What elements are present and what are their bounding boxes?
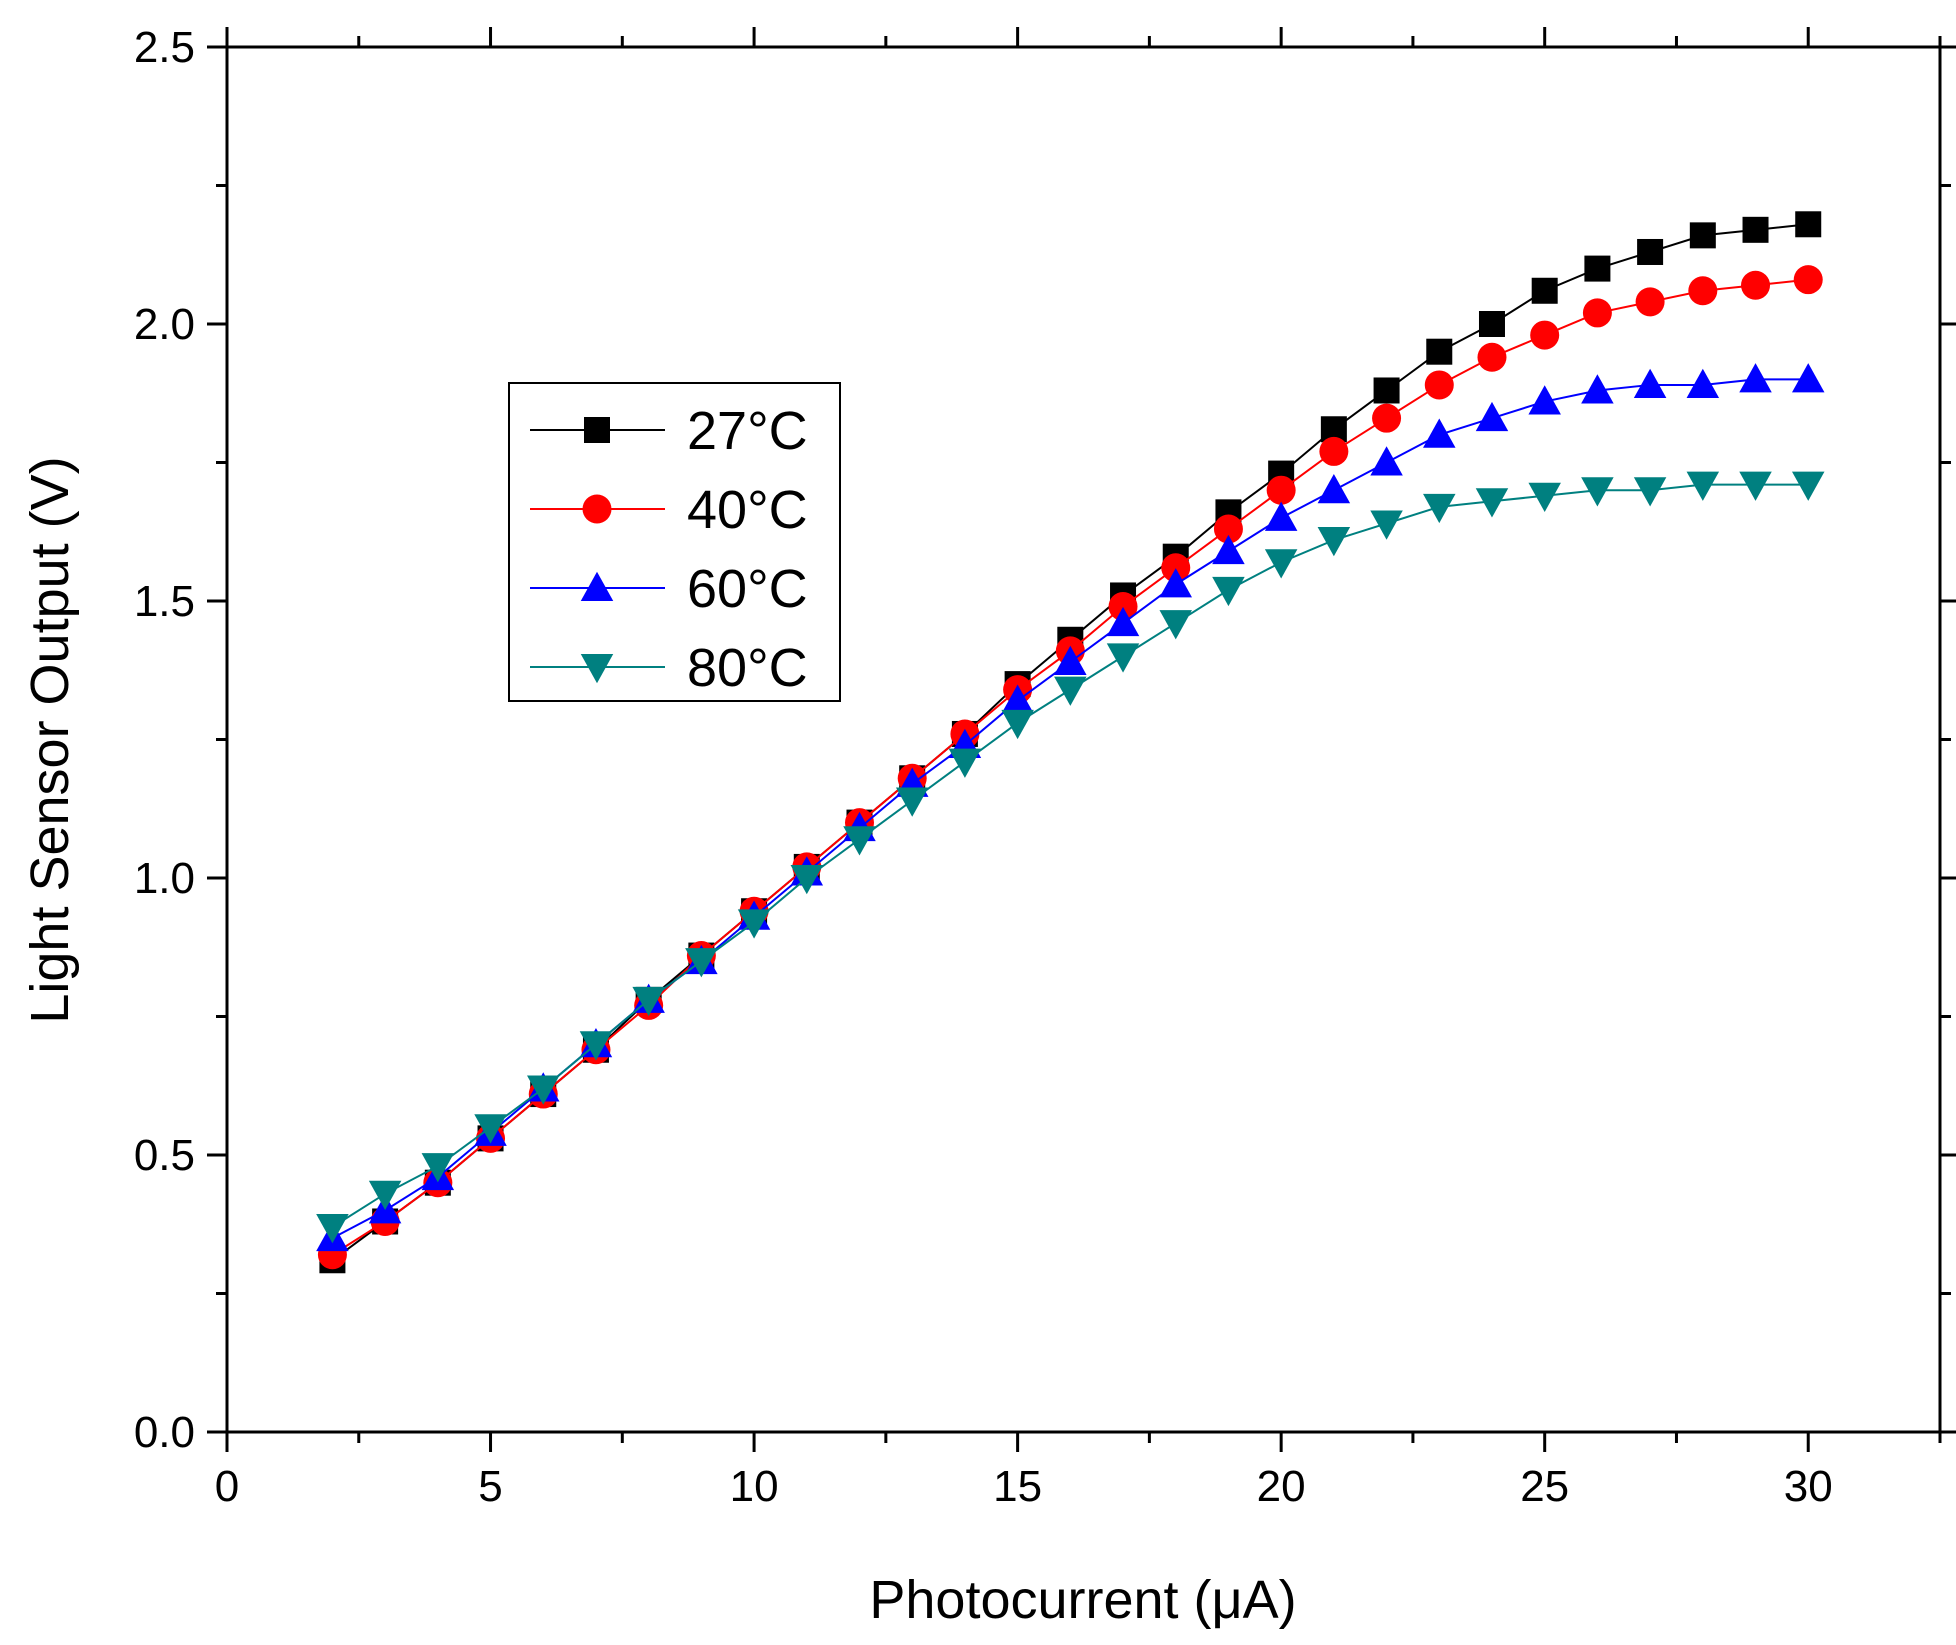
data-point: [1581, 477, 1614, 507]
data-point: [1633, 368, 1667, 398]
data-point: [737, 909, 771, 939]
x-tick-label: 0: [215, 1462, 239, 1511]
data-point: [1633, 477, 1667, 507]
data-point: [1054, 676, 1087, 706]
data-point: [1475, 401, 1509, 432]
data-point: [1739, 363, 1772, 393]
y-tick-label: 0.0: [134, 1408, 195, 1457]
data-point: [368, 1180, 402, 1211]
data-point: [1370, 510, 1403, 540]
data-point: [1635, 287, 1665, 317]
data-point: [1106, 606, 1140, 637]
data-point: [1528, 482, 1561, 512]
data-point: [1108, 592, 1138, 622]
y-tick-label: 1.5: [134, 577, 195, 626]
legend-label: 60°C: [687, 559, 808, 619]
legend-label: 40°C: [687, 480, 808, 540]
data-point: [1741, 270, 1771, 300]
data-point: [1528, 385, 1561, 415]
data-point: [790, 865, 824, 895]
data-point: [1689, 222, 1716, 249]
legend-marker: [580, 571, 614, 601]
data-point: [1212, 576, 1245, 607]
data-point: [1266, 475, 1296, 505]
data-point: [1688, 276, 1718, 306]
data-point: [1317, 527, 1351, 557]
data-point: [1581, 374, 1614, 404]
data-point: [1373, 377, 1400, 404]
data-point: [1319, 436, 1349, 466]
legend-label: 80°C: [687, 638, 808, 698]
data-point: [1637, 238, 1664, 265]
data-point: [1423, 418, 1456, 448]
legend-box: [508, 382, 841, 702]
data-point: [948, 748, 982, 778]
data-point: [1531, 277, 1558, 304]
data-point: [1317, 473, 1351, 504]
data-point: [1106, 643, 1140, 673]
data-point: [1478, 311, 1505, 337]
x-axis-ticks: 0 5 10 15 20 25 30: [215, 27, 1942, 1511]
data-point: [1424, 370, 1454, 400]
y-tick-label: 2.5: [134, 23, 195, 72]
y-tick-label: 1.0: [134, 854, 195, 903]
legend-marker: [584, 417, 610, 443]
data-point: [1426, 338, 1453, 365]
data-point: [1742, 216, 1769, 243]
data-point: [632, 986, 665, 1017]
data-point: [1161, 553, 1191, 583]
legend-label: 27°C: [687, 401, 808, 461]
data-point: [1686, 471, 1720, 501]
data-point: [1212, 534, 1245, 565]
y-tick-label: 2.0: [134, 300, 195, 349]
data-point: [1686, 368, 1720, 398]
data-point: [421, 1153, 455, 1183]
data-point: [1791, 471, 1825, 501]
x-axis-title: Photocurrent (μA): [869, 1570, 1296, 1630]
data-point: [1530, 320, 1560, 350]
data-point: [843, 826, 876, 856]
data-point: [1001, 709, 1034, 740]
data-point: [1264, 549, 1298, 579]
x-tick-label: 30: [1784, 1462, 1833, 1511]
x-tick-label: 15: [993, 1462, 1042, 1511]
data-point: [1795, 211, 1822, 238]
data-point: [1159, 610, 1192, 640]
data-point: [316, 1214, 349, 1244]
series-layer: [316, 211, 1825, 1274]
data-point: [1582, 298, 1612, 328]
data-point: [1423, 493, 1456, 524]
data-point: [526, 1075, 560, 1105]
data-point: [1001, 684, 1034, 714]
x-tick-label: 20: [1257, 1462, 1306, 1511]
data-point: [1793, 265, 1823, 295]
data-point: [1213, 514, 1243, 544]
data-point: [1264, 501, 1298, 531]
y-tick-label: 0.5: [134, 1131, 195, 1180]
data-point: [1475, 488, 1509, 518]
series-4: [316, 471, 1825, 1244]
legend: 27°C 40°C 60°C 80°C: [508, 382, 841, 702]
y-axis-ticks: 0.0 0.5 1.0 1.5 2.0 2.5: [134, 23, 1956, 1457]
legend-marker: [582, 494, 612, 524]
x-tick-label: 25: [1520, 1462, 1569, 1511]
data-point: [1584, 255, 1611, 282]
data-point: [579, 1031, 613, 1061]
legend-marker: [580, 654, 614, 684]
data-point: [895, 787, 929, 817]
data-point: [1054, 645, 1087, 675]
x-tick-label: 5: [478, 1462, 502, 1511]
data-point: [1791, 363, 1825, 393]
data-point: [1477, 342, 1507, 372]
data-point: [1739, 471, 1772, 501]
data-point: [685, 948, 718, 978]
data-point: [1159, 568, 1192, 598]
y-axis-title: Light Sensor Output (V): [20, 456, 80, 1023]
plot-area: [225, 45, 1942, 1434]
data-point: [1370, 446, 1403, 476]
data-point: [474, 1114, 507, 1144]
data-point: [1372, 403, 1402, 433]
x-tick-label: 10: [730, 1462, 779, 1511]
